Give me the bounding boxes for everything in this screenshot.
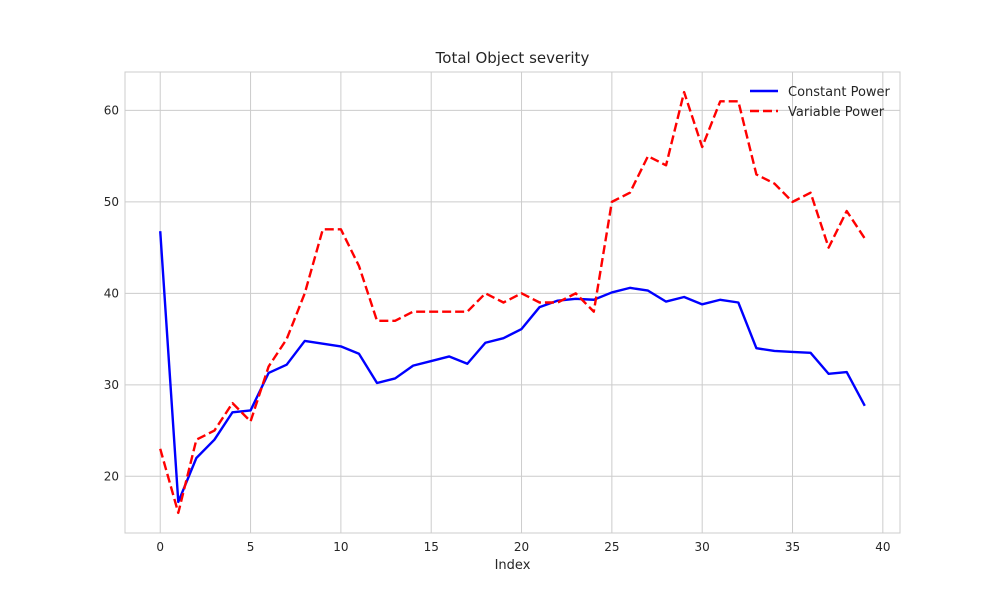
- plot-area-frame: [124, 71, 901, 534]
- legend-label-variable-power: Variable Power: [788, 105, 885, 120]
- x-tick-label: 15: [424, 540, 439, 554]
- x-tick-label: 30: [695, 540, 710, 554]
- y-tick-label: 60: [104, 103, 119, 117]
- x-tick-label: 10: [333, 540, 348, 554]
- x-tick-label: 0: [156, 540, 164, 554]
- series-line-constant-power: [159, 231, 866, 504]
- x-tick-label: 40: [875, 540, 890, 554]
- x-axis-label: Index: [495, 558, 531, 573]
- legend: Constant Power Variable Power: [750, 85, 891, 120]
- y-tick-label: 30: [104, 378, 119, 392]
- y-axis-ticks: 20 30 40 50 60: [104, 103, 119, 483]
- chart-title: Total Object severity: [435, 49, 590, 67]
- grid: [125, 72, 900, 533]
- y-tick-label: 40: [104, 286, 119, 300]
- x-tick-label: 5: [247, 540, 255, 554]
- x-axis-ticks: 0 5 10 15 20 25 30 35 40: [156, 540, 890, 554]
- x-tick-label: 20: [514, 540, 529, 554]
- y-tick-label: 20: [104, 469, 119, 483]
- x-tick-label: 25: [604, 540, 619, 554]
- y-tick-label: 50: [104, 195, 119, 209]
- series-layer: [159, 90, 866, 515]
- legend-label-constant-power: Constant Power: [788, 85, 891, 100]
- x-tick-label: 35: [785, 540, 800, 554]
- series-line-variable-power: [159, 90, 866, 515]
